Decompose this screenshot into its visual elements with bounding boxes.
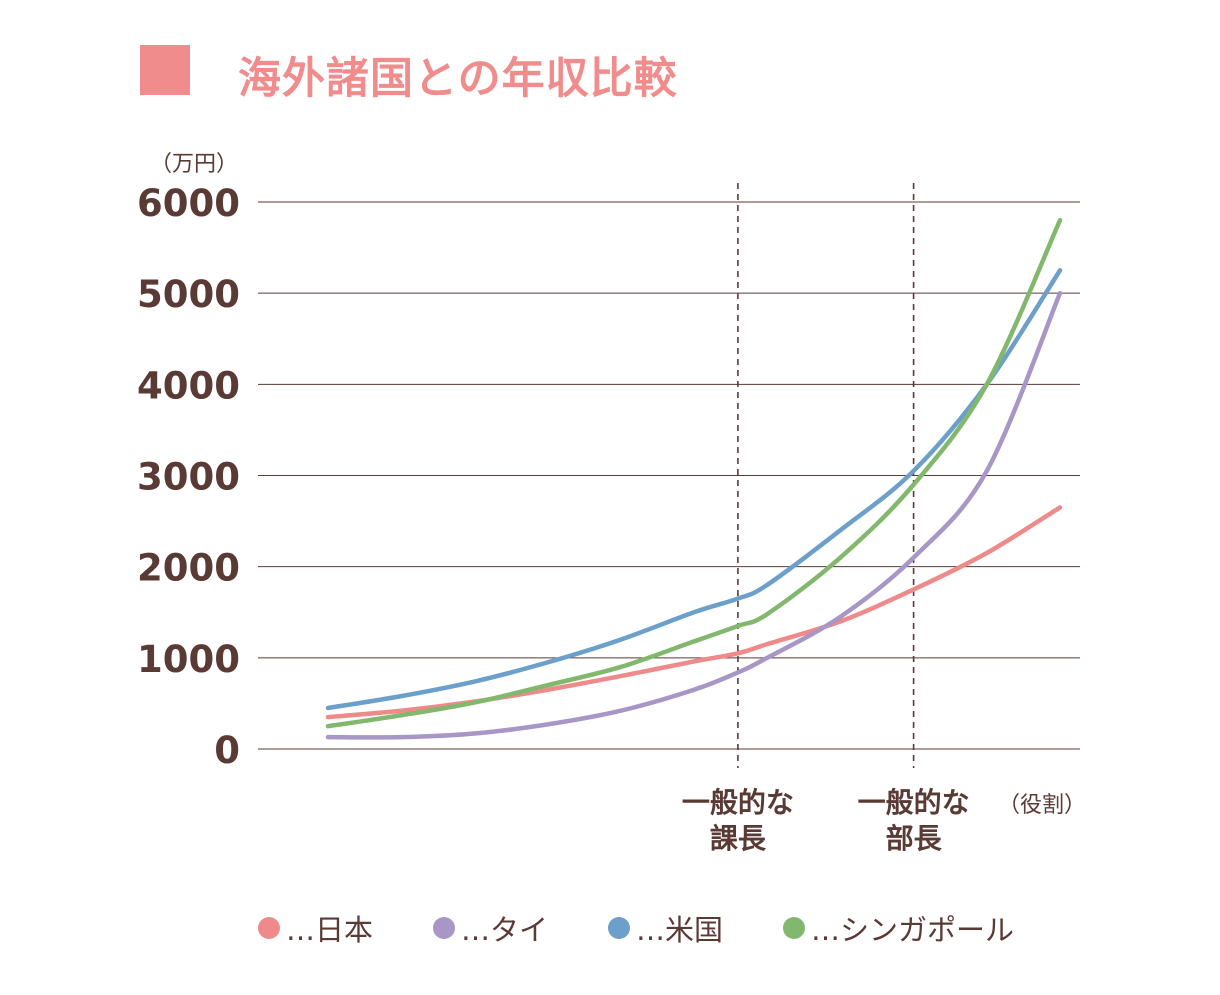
legend-item-thailand: …タイ: [433, 907, 548, 949]
marker-label-line1-1: 一般的な: [858, 786, 970, 819]
legend-item-singapore: …シンガポール: [783, 907, 1014, 949]
y-tick-label-4000: 4000: [137, 364, 240, 407]
marker-label-line1-0: 一般的な: [682, 786, 794, 819]
y-tick-label-6000: 6000: [137, 182, 240, 225]
marker-label-line2-1: 部長: [886, 822, 943, 855]
legend-item-usa: …米国: [608, 907, 723, 949]
y-tick-label-3000: 3000: [137, 456, 240, 499]
chart-title: 海外諸国との年収比較: [238, 54, 678, 104]
title-square-icon: [140, 45, 190, 95]
y-tick-label-1000: 1000: [137, 638, 240, 681]
legend-dot-japan: [258, 917, 280, 939]
y-axis-unit-label: （万円）: [150, 152, 239, 177]
series-line-thailand: [325, 290, 1063, 740]
y-tick-label-0: 0: [214, 729, 240, 772]
x-axis-label: （役割）: [998, 793, 1086, 818]
legend-dot-usa: [608, 917, 631, 939]
legend-label-usa: …米国: [636, 913, 724, 947]
y-tick-label-2000: 2000: [137, 547, 240, 590]
legend-label-thailand: …タイ: [461, 913, 549, 947]
series-line-singapore: [325, 217, 1063, 729]
legend-dot-singapore: [783, 917, 806, 939]
legend-dot-thailand: [433, 917, 456, 939]
legend-label-japan: …日本: [286, 913, 374, 947]
legend-label-singapore: …シンガポール: [811, 913, 1015, 947]
y-tick-label-5000: 5000: [137, 273, 240, 316]
legend: …日本 …タイ …米国 …シンガポール: [258, 906, 1014, 950]
legend-item-japan: …日本: [258, 907, 373, 949]
marker-label-line2-0: 課長: [710, 822, 767, 855]
series-line-usa: [325, 268, 1063, 711]
